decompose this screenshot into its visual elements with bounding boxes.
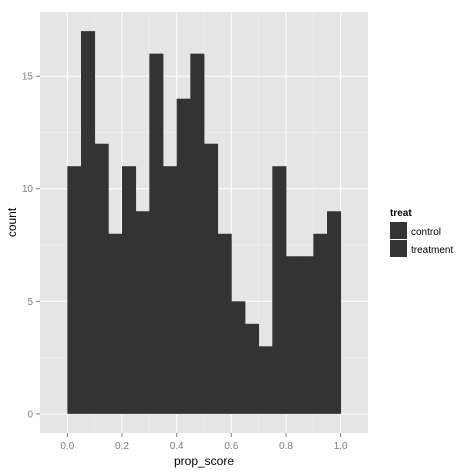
histogram-bar: [94, 143, 109, 414]
x-tick-label: 0.2: [115, 441, 129, 452]
histogram-bar: [299, 256, 314, 414]
histogram-bar: [163, 166, 178, 414]
histogram-bar: [149, 53, 164, 414]
legend-title: treat: [390, 208, 412, 219]
legend-label-treatment: treatment: [411, 245, 453, 256]
legend-key-control: [390, 222, 407, 239]
x-tick-label: 0.8: [279, 441, 293, 452]
legend-label-control: control: [411, 227, 441, 238]
histogram-bar: [231, 301, 246, 414]
histogram-bar: [313, 233, 328, 414]
y-tick-label: 0: [27, 409, 33, 420]
histogram-bar: [258, 346, 273, 414]
y-tick-label: 10: [22, 184, 34, 195]
legend: treat control treatment: [390, 208, 453, 257]
histogram-bars: [67, 31, 342, 414]
histogram-bar: [327, 211, 342, 414]
histogram-bar: [67, 166, 82, 414]
legend-key-treatment: [390, 240, 407, 257]
y-axis-title: count: [5, 207, 19, 237]
histogram-bar: [108, 233, 123, 414]
histogram-bar: [204, 143, 219, 414]
x-axis-ticks: 0.0 0.2 0.4 0.6 0.8 1.0: [60, 433, 348, 452]
x-tick-label: 1.0: [334, 441, 348, 452]
histogram-bar: [245, 323, 260, 414]
x-axis-title: prop_score: [174, 454, 234, 468]
y-tick-label: 5: [27, 297, 33, 308]
histogram-bar: [135, 211, 150, 414]
x-tick-label: 0.4: [170, 441, 184, 452]
histogram-bar: [272, 166, 287, 414]
histogram-bar: [286, 256, 301, 414]
y-tick-label: 15: [22, 72, 34, 83]
x-tick-label: 0.0: [60, 441, 74, 452]
histogram-bar: [217, 233, 232, 414]
histogram-bar: [122, 166, 137, 414]
histogram-bar: [176, 98, 191, 414]
x-tick-label: 0.6: [224, 441, 238, 452]
y-axis-ticks: 0 5 10 15: [22, 72, 40, 420]
histogram-bar: [81, 31, 96, 414]
histogram-bar: [190, 53, 205, 414]
